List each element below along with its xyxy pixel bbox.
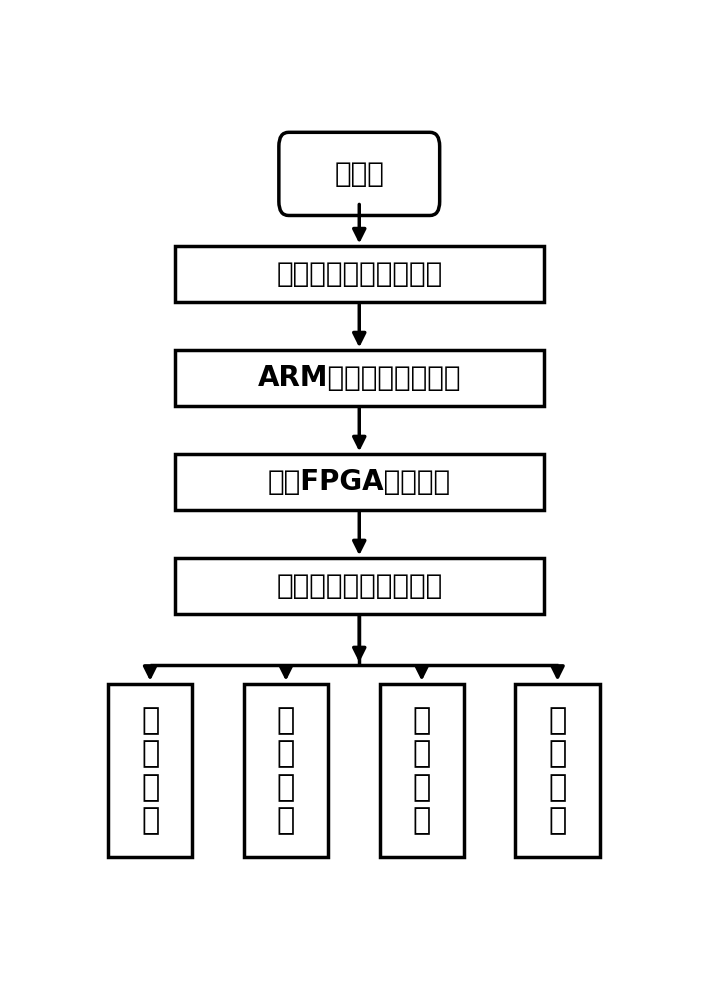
FancyBboxPatch shape <box>279 132 440 215</box>
Text: 硬件、操作系统初始化: 硬件、操作系统初始化 <box>276 260 442 288</box>
Text: ARM完成初始内存映射: ARM完成初始内存映射 <box>257 364 461 392</box>
Bar <box>175 350 544 406</box>
Bar <box>244 684 328 857</box>
Bar <box>175 454 544 510</box>
Text: 数
据
分
析: 数 据 分 析 <box>277 706 295 836</box>
Bar <box>380 684 464 857</box>
Bar <box>515 684 599 857</box>
Bar <box>175 246 544 302</box>
Bar <box>108 684 192 857</box>
Text: 初始化: 初始化 <box>334 160 384 188</box>
Bar <box>175 558 544 614</box>
Text: 创建任务、启动多任务: 创建任务、启动多任务 <box>276 572 442 600</box>
Text: 设定FPGA相关参数: 设定FPGA相关参数 <box>268 468 451 496</box>
Text: 数
据
采
集: 数 据 采 集 <box>141 706 159 836</box>
Text: 串
口
通
信: 串 口 通 信 <box>413 706 431 836</box>
Text: 液
晶
显
示: 液 晶 显 示 <box>548 706 566 836</box>
